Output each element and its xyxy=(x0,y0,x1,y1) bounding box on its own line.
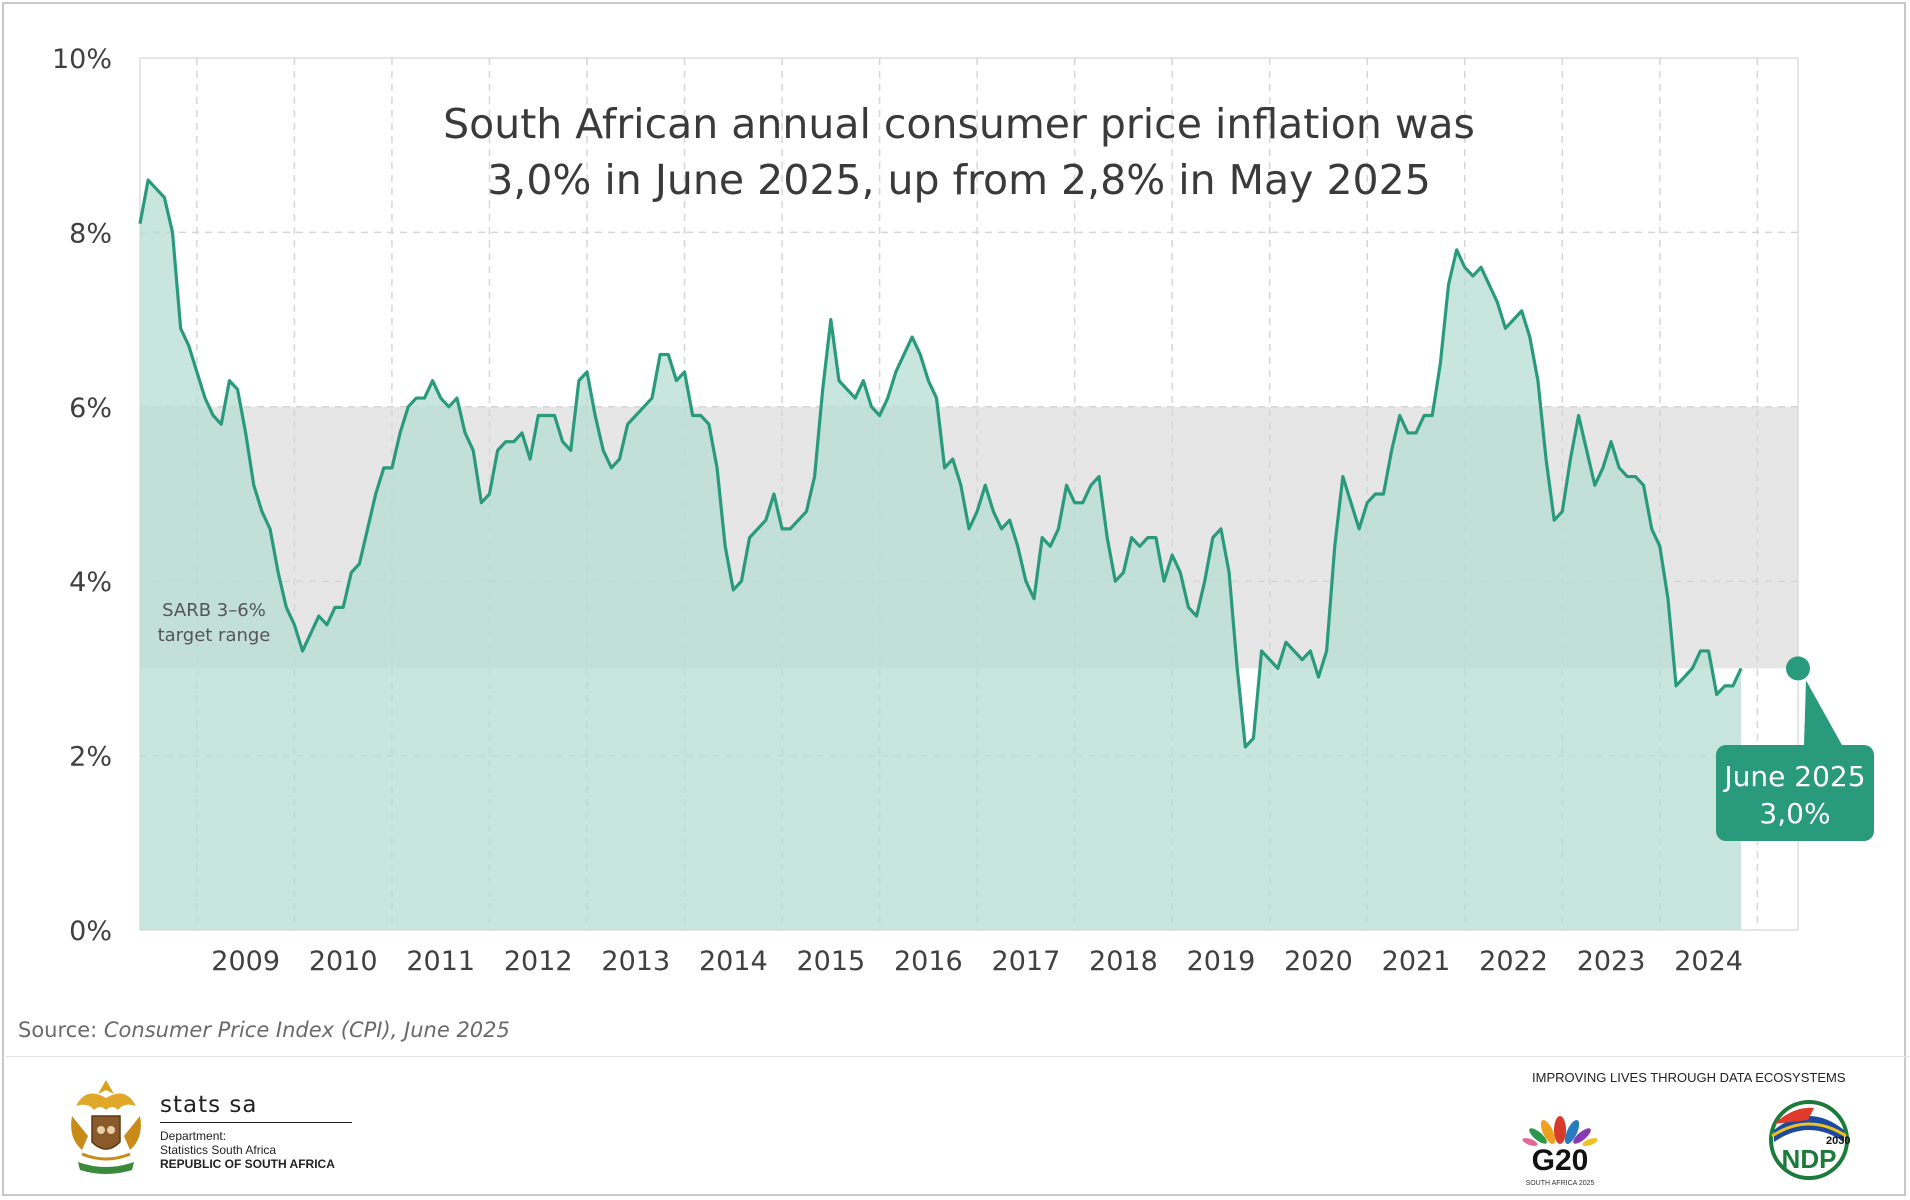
ndp-wordmark: NDP xyxy=(1782,1144,1837,1174)
y-tick-label: 8% xyxy=(69,218,112,249)
dept-line-1: Department: xyxy=(160,1129,227,1143)
chart-title-line: South African annual consumer price infl… xyxy=(443,100,1475,148)
callout-box xyxy=(1716,745,1874,841)
y-tick-label: 6% xyxy=(69,393,112,424)
y-tick-label: 4% xyxy=(69,567,112,598)
x-tick-label: 2024 xyxy=(1674,946,1743,977)
y-tick-label: 2% xyxy=(69,742,112,773)
x-tick-label: 2017 xyxy=(992,946,1061,977)
ndp-logo: 2030 NDP xyxy=(1769,1100,1850,1180)
g20-subtitle: SOUTH AFRICA 2025 xyxy=(1525,1180,1595,1187)
latest-point-marker xyxy=(1786,656,1810,681)
band-label-line: target range xyxy=(158,625,271,646)
latest-value-callout: June 2025 3,0% xyxy=(1716,656,1874,841)
republic-line: REPUBLIC OF SOUTH AFRICA xyxy=(160,1157,335,1171)
x-tick-labels: 2009 2010 2011 2012 2013 2014 2015 2016 2017 2018… xyxy=(211,946,1743,977)
ndp-year: 2030 xyxy=(1826,1135,1850,1147)
x-tick-label: 2010 xyxy=(309,946,378,977)
dept-line-2: Statistics South Africa xyxy=(160,1143,277,1157)
source-title: Consumer Price Index (CPI), June 2025 xyxy=(103,1018,510,1042)
x-tick-label: 2022 xyxy=(1479,946,1548,977)
x-tick-label: 2016 xyxy=(894,946,963,977)
callout-text-line: 3,0% xyxy=(1759,797,1830,830)
target-band-label: SARB 3–6% target range xyxy=(158,600,271,646)
statssa-wordmark: stats sa Department: Statistics South Af… xyxy=(160,1092,352,1171)
x-tick-label: 2014 xyxy=(699,946,768,977)
g20-flower-icon xyxy=(1522,1116,1598,1146)
inflation-chart: 0%2%4%6%8%10% 2009 2010 2011 2012 2013 2014 20… xyxy=(52,44,1874,977)
x-tick-label: 2019 xyxy=(1187,946,1256,977)
y-tick-label: 10% xyxy=(52,44,112,75)
series-area-layer xyxy=(138,178,1743,930)
x-tick-label: 2018 xyxy=(1089,946,1158,977)
series-area xyxy=(140,180,1742,930)
y-tick-label: 0% xyxy=(69,916,112,947)
callout-text-line: June 2025 xyxy=(1722,760,1865,793)
chart-title-line: 3,0% in June 2025, up from 2,8% in May 2… xyxy=(487,156,1431,204)
statssa-name: stats sa xyxy=(160,1092,352,1123)
footer-divider xyxy=(6,1056,1910,1057)
x-tick-label: 2021 xyxy=(1382,946,1451,977)
source-note: Source: Consumer Price Index (CPI), June… xyxy=(18,1018,510,1042)
x-tick-label: 2012 xyxy=(504,946,573,977)
g20-wordmark: G20 xyxy=(1531,1144,1589,1177)
footer-tagline: IMPROVING LIVES THROUGH DATA ECOSYSTEMS xyxy=(1532,1070,1846,1085)
x-tick-label: 2009 xyxy=(211,946,280,977)
x-tick-label: 2020 xyxy=(1284,946,1353,977)
chart-title: South African annual consumer price infl… xyxy=(443,100,1475,204)
x-tick-label: 2015 xyxy=(796,946,865,977)
callout-pointer xyxy=(1804,680,1842,745)
source-prefix: Source: xyxy=(18,1018,104,1042)
x-tick-label: 2023 xyxy=(1577,946,1646,977)
y-tick-labels: 0% 2% 4% 6% 8% 10% xyxy=(52,44,112,947)
x-tick-label: 2013 xyxy=(601,946,670,977)
series-line xyxy=(138,178,1743,749)
x-tick-label: 2011 xyxy=(406,946,475,977)
band-label-line: SARB 3–6% xyxy=(162,600,266,621)
coat-of-arms-logo xyxy=(71,1080,141,1174)
